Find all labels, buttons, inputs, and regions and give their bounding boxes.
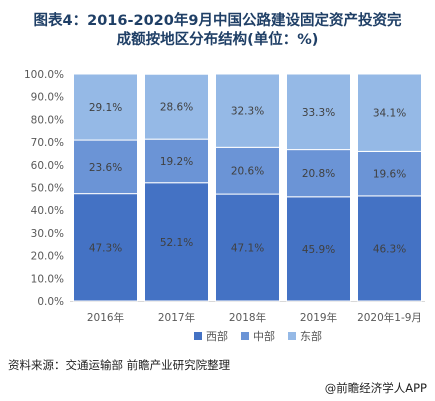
data-label: 32.3%: [231, 106, 264, 118]
data-label: 23.6%: [89, 162, 122, 174]
bar-segment: [215, 193, 280, 302]
bar-segment: [215, 146, 280, 195]
data-label: 46.3%: [373, 243, 406, 255]
x-tick-label: 2016年: [87, 311, 124, 324]
bar-segment: [286, 149, 351, 198]
brand-label: @前瞻经济学人APP: [324, 381, 427, 395]
data-label: 47.1%: [231, 243, 264, 255]
brand-credit: @前瞻经济学人APP: [325, 380, 427, 396]
bar-segment: [144, 73, 209, 140]
bar-segment: [144, 138, 209, 184]
y-tick-label: 0.0%: [37, 296, 64, 308]
data-label: 19.2%: [160, 156, 193, 168]
data-label: 20.6%: [231, 166, 264, 178]
bar-segment: [286, 73, 351, 151]
bar-segment: [357, 73, 422, 152]
data-label: 45.9%: [302, 244, 335, 256]
bar-segment: [144, 182, 209, 302]
bar-segment: [73, 73, 138, 141]
bar-segment: [286, 196, 351, 302]
data-label: 33.3%: [302, 107, 335, 119]
data-label: 20.8%: [302, 168, 335, 180]
chart-title-line2: 成额按地区分布结构(单位：%): [116, 32, 319, 48]
y-tick-label: 60.0%: [31, 160, 64, 172]
chart-title-line1: 图表4：2016-2020年9月中国公路建设固定资产投资完: [33, 13, 402, 29]
legend-label: 中部: [253, 329, 275, 343]
x-tick-label: 2019年: [300, 311, 337, 324]
data-label: 19.6%: [373, 169, 406, 181]
x-tick-label: 2018年: [229, 311, 266, 324]
x-tick-label: 2017年: [158, 311, 195, 324]
bar-segment: [357, 150, 422, 197]
source-note: 资料来源：交通运输部 前瞻产业研究院整理: [8, 358, 231, 372]
legend-label: 西部: [206, 329, 228, 343]
data-label: 47.3%: [89, 242, 122, 254]
data-label: 34.1%: [373, 108, 406, 120]
legend-label: 东部: [300, 329, 322, 343]
y-tick-label: 100.0%: [24, 69, 64, 81]
y-tick-label: 30.0%: [31, 228, 64, 240]
y-tick-label: 90.0%: [31, 92, 64, 104]
bar-segment: [215, 73, 280, 148]
y-tick-label: 20.0%: [31, 251, 64, 263]
y-tick-label: 50.0%: [31, 183, 64, 195]
y-tick-label: 80.0%: [31, 114, 64, 126]
data-label: 52.1%: [160, 237, 193, 249]
data-label: 29.1%: [89, 102, 122, 114]
y-tick-label: 40.0%: [31, 205, 64, 217]
bar-segment: [73, 193, 138, 302]
y-tick-label: 70.0%: [31, 137, 64, 149]
y-tick-label: 10.0%: [31, 273, 64, 285]
stacked-bar-chart: 0.0% 10.0% 20.0% 30.0% 40.0% 50.0% 60.0% 70.0% 8…: [24, 69, 425, 343]
legend-swatch: [288, 332, 296, 340]
legend-swatch: [194, 332, 202, 340]
legend-swatch: [241, 332, 249, 340]
x-tick-label: 2020年1-9月: [357, 311, 422, 324]
data-label: 28.6%: [160, 102, 193, 114]
